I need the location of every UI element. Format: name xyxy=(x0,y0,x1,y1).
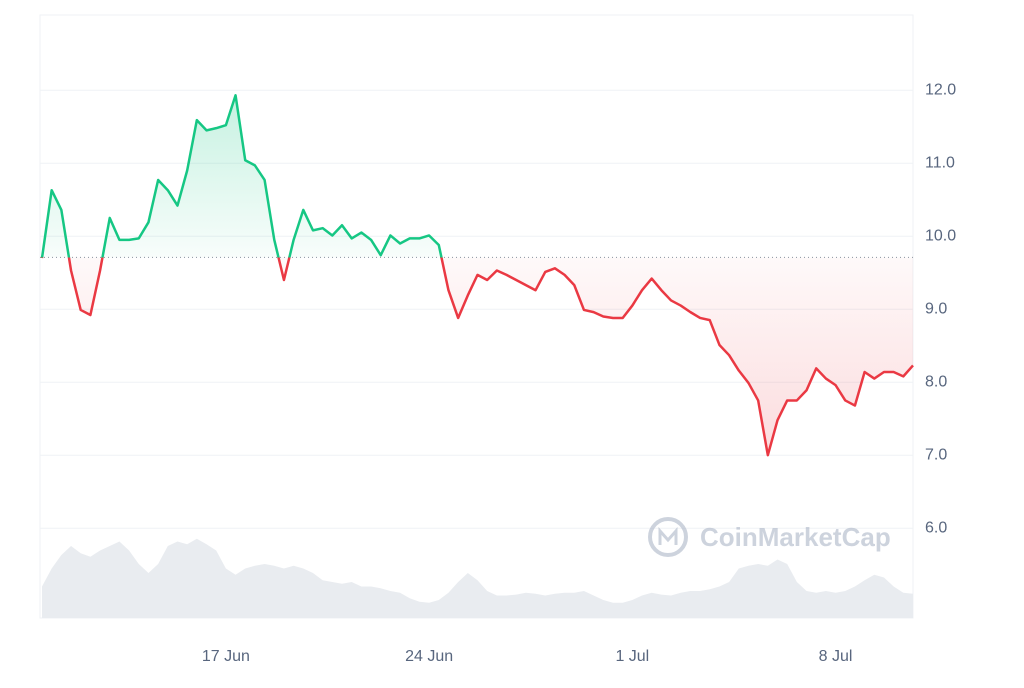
y-tick-label: 12.0 xyxy=(925,81,956,98)
price-line xyxy=(40,94,914,457)
price-area xyxy=(42,95,913,456)
y-tick-label: 8.0 xyxy=(925,373,947,390)
price-layer xyxy=(40,94,914,457)
x-tick-label: 17 Jun xyxy=(202,648,250,665)
watermark-logo-mark xyxy=(658,527,678,545)
watermark: CoinMarketCap xyxy=(648,517,891,557)
y-tick-label: 11.0 xyxy=(925,154,955,171)
watermark-logo xyxy=(648,517,688,557)
volume-area xyxy=(42,538,913,618)
labels: 6.0 7.0 8.0 9.0 10.0 11.0 12.0 17 Jun 24 Jun 1 Ju… xyxy=(202,81,956,665)
x-tick-label: 8 Jul xyxy=(819,648,853,665)
y-tick-label: 6.0 xyxy=(925,519,947,536)
volume-layer xyxy=(42,538,913,618)
x-tick-label: 24 Jun xyxy=(405,648,453,665)
x-tick-label: 1 Jul xyxy=(615,648,649,665)
y-tick-label: 10.0 xyxy=(925,227,956,244)
y-tick-label: 9.0 xyxy=(925,300,947,317)
watermark-text: CoinMarketCap xyxy=(700,522,891,552)
y-tick-label: 7.0 xyxy=(925,446,947,463)
